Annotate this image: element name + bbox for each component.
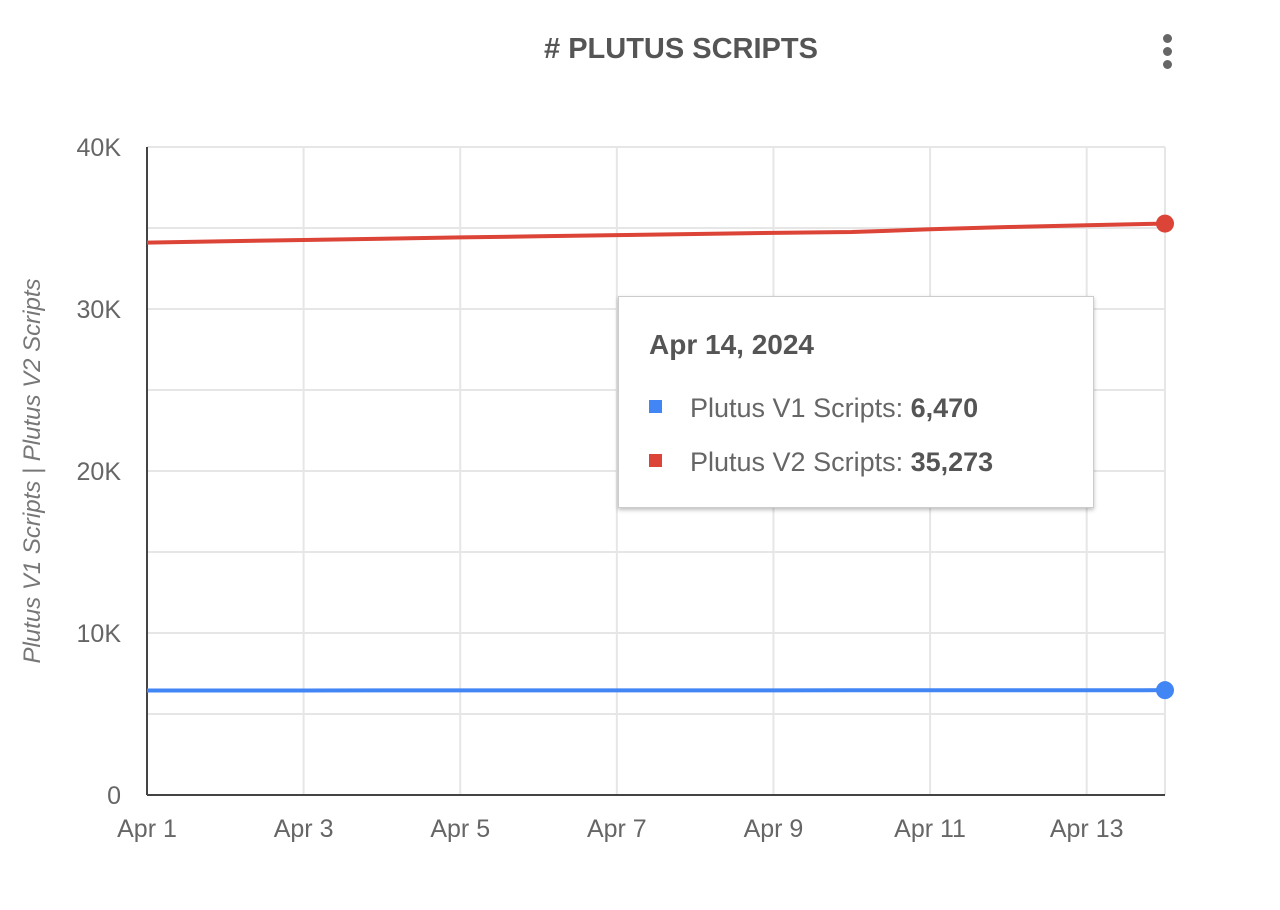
legend-swatch-v1 (649, 400, 662, 414)
data-point-v2 (1156, 214, 1174, 233)
x-tick-label: Apr 1 (117, 815, 177, 843)
series-line-v2 (146, 221, 1166, 245)
y-tick-label: 30K (77, 296, 122, 324)
y-tick-label: 10K (77, 620, 122, 648)
x-tick-label: Apr 11 (894, 815, 966, 843)
y-tick-label: 20K (77, 458, 122, 486)
y-tick-label: 0 (107, 782, 121, 810)
tooltip: Apr 14, 2024 Plutus V1 Scripts: 6,470 Pl… (618, 296, 1094, 508)
more-vert-icon[interactable] (1158, 34, 1178, 70)
y-axis-label: Plutus V1 Scripts | Plutus V2 Scripts (19, 278, 46, 663)
x-tick-label: Apr 13 (1050, 815, 1124, 843)
data-point-v1 (1156, 681, 1174, 700)
legend-swatch-v2 (649, 454, 662, 468)
x-tick-label: Apr 5 (430, 815, 490, 843)
tooltip-row-v2: Plutus V2 Scripts: 35,273 (649, 447, 993, 478)
tooltip-row-v1: Plutus V1 Scripts: 6,470 (649, 393, 978, 424)
y-tick-label: 40K (77, 134, 122, 162)
x-tick-label: Apr 7 (587, 815, 647, 843)
tooltip-date: Apr 14, 2024 (649, 329, 814, 360)
x-tick-label: Apr 3 (274, 815, 334, 843)
chart-title: # PLUTUS SCRIPTS (544, 33, 818, 65)
x-tick-label: Apr 9 (744, 815, 804, 843)
